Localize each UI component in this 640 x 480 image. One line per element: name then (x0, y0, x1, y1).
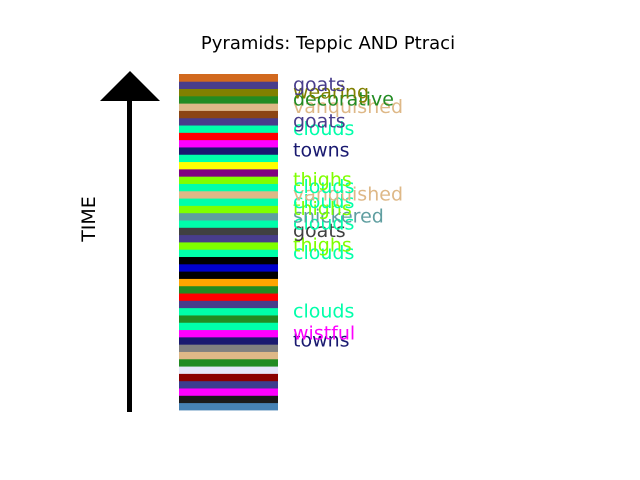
stratum-label-35: towns (293, 140, 350, 162)
stratum-label-43: wearing (293, 81, 369, 103)
stratum-26 (179, 212, 278, 221)
stratum-28 (179, 198, 278, 206)
chart-title: Pyramids: Teppic AND Ptraci (201, 33, 455, 54)
stratum-24 (179, 227, 278, 236)
time-arrow-head (100, 71, 160, 101)
stratum-3 (179, 380, 278, 389)
stratum-label-9: towns (293, 330, 350, 352)
stratum-21 (179, 249, 278, 258)
stratum-38 (179, 125, 278, 133)
strata-column (179, 74, 278, 411)
stratum-32 (179, 168, 278, 177)
stratum-16 (179, 285, 278, 294)
stratum-label-41: vanquished (293, 96, 403, 118)
stratum-36 (179, 139, 278, 148)
stratum-label-25: clouds (293, 213, 354, 235)
stratum-13 (179, 307, 278, 316)
stratum-25 (179, 220, 278, 228)
stratum-label-10: wistful (293, 322, 355, 344)
stratum-23 (179, 234, 278, 243)
y-axis-label: TIME (78, 196, 100, 243)
stratum-19 (179, 263, 278, 272)
stratum-41 (179, 103, 278, 111)
stratum-label-39: goats (293, 110, 346, 132)
stratum-15 (179, 293, 278, 301)
stratum-30 (179, 183, 278, 192)
stratum-35 (179, 147, 278, 155)
stratum-18 (179, 271, 278, 279)
stratum-31 (179, 176, 278, 184)
stratum-11 (179, 322, 278, 331)
stratum-22 (179, 242, 278, 250)
stratum-label-42: decorative (293, 89, 394, 111)
stratum-5 (179, 366, 278, 374)
stratum-20 (179, 256, 278, 265)
stratum-8 (179, 344, 278, 352)
stratum-label-31: thighs (293, 169, 352, 191)
stratum-45 (179, 74, 278, 82)
stratum-1 (179, 395, 278, 404)
stratum-label-24: goats (293, 220, 346, 242)
stratum-label-13: clouds (293, 300, 354, 322)
stratum-42 (179, 95, 278, 104)
time-arrow-shaft (127, 98, 132, 412)
stratum-2 (179, 388, 278, 396)
stratum-label-44: goats (293, 74, 346, 96)
stratum-label-29: vanquished (293, 184, 403, 206)
stratum-7 (179, 351, 278, 360)
stratum-label-22: thighs (293, 235, 352, 257)
stratum-9 (179, 336, 278, 345)
stratum-label-26: snickered (293, 205, 384, 227)
stratum-29 (179, 190, 278, 199)
stratum-44 (179, 81, 278, 90)
time-arrow (100, 71, 160, 412)
stratum-33 (179, 161, 278, 170)
stratum-4 (179, 373, 278, 382)
stratum-27 (179, 205, 278, 214)
stratum-43 (179, 88, 278, 97)
stratum-0 (179, 402, 278, 411)
stratum-40 (179, 110, 278, 119)
stratum-label-38: clouds (293, 118, 354, 140)
stratum-label-28: clouds (293, 191, 354, 213)
stratum-6 (179, 358, 278, 367)
stratum-label-27: thighs (293, 198, 352, 220)
stratum-39 (179, 117, 278, 126)
stratum-label-21: clouds (293, 242, 354, 264)
stratum-label-30: clouds (293, 176, 354, 198)
strata-labels: townswistfulcloudscloudsthighsgoatscloud… (293, 74, 403, 352)
stratum-14 (179, 300, 278, 309)
stratum-37 (179, 132, 278, 141)
stratum-34 (179, 154, 278, 163)
stratum-17 (179, 278, 278, 287)
stratum-10 (179, 329, 278, 338)
stratum-12 (179, 315, 278, 323)
